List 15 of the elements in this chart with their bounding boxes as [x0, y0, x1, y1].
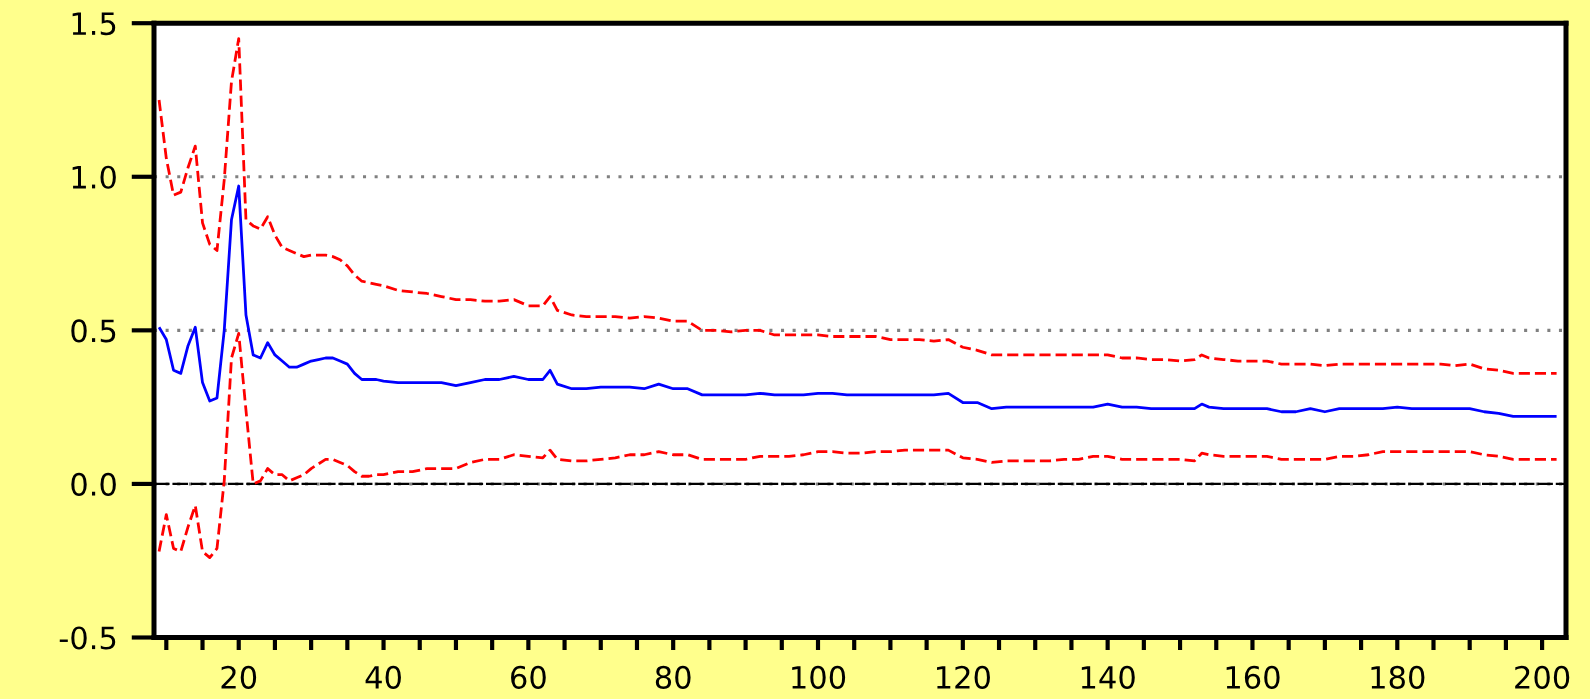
x-tick-label: 40 [365, 665, 401, 689]
x-tick-label: 160 [1226, 665, 1280, 689]
x-tick-label: 80 [655, 665, 691, 689]
y-tick-label: 1.0 [72, 165, 116, 189]
x-tick-label: 20 [221, 665, 257, 689]
x-tick-label: 60 [511, 665, 546, 689]
y-tick-label: 0.0 [71, 472, 116, 496]
y-tick-label: 0.5 [71, 319, 116, 343]
x-tick-label: 200 [1515, 665, 1570, 689]
x-tick-label: 100 [792, 665, 846, 689]
x-tick-label: 120 [937, 665, 990, 689]
x-tick-label: 140 [1081, 665, 1135, 689]
x-tick-label: 180 [1371, 665, 1425, 689]
y-tick-label: 1.5 [72, 12, 116, 36]
y-tick-label: -0.5 [59, 626, 116, 650]
